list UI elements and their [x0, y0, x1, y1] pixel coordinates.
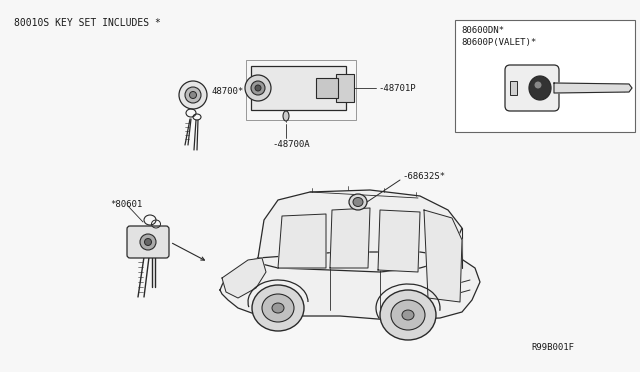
- Polygon shape: [424, 210, 462, 302]
- Ellipse shape: [245, 75, 271, 101]
- Text: *80601: *80601: [110, 200, 142, 209]
- FancyBboxPatch shape: [505, 65, 559, 111]
- Ellipse shape: [349, 194, 367, 210]
- Text: -48701P: -48701P: [378, 84, 415, 93]
- Text: 80600P(VALET)*: 80600P(VALET)*: [461, 38, 536, 47]
- Ellipse shape: [391, 300, 425, 330]
- Ellipse shape: [272, 303, 284, 313]
- Text: 48700*: 48700*: [211, 87, 243, 96]
- Polygon shape: [554, 83, 632, 93]
- Ellipse shape: [534, 81, 541, 89]
- Ellipse shape: [251, 81, 265, 95]
- Polygon shape: [378, 210, 420, 272]
- Ellipse shape: [179, 81, 207, 109]
- Ellipse shape: [380, 290, 436, 340]
- Bar: [336, 74, 354, 102]
- Ellipse shape: [402, 310, 414, 320]
- Ellipse shape: [262, 294, 294, 322]
- FancyBboxPatch shape: [127, 226, 169, 258]
- Ellipse shape: [145, 238, 152, 246]
- Bar: [316, 78, 338, 98]
- Bar: [510, 81, 517, 95]
- Ellipse shape: [189, 92, 196, 99]
- Polygon shape: [220, 252, 480, 320]
- Polygon shape: [330, 208, 370, 268]
- Polygon shape: [278, 214, 326, 268]
- Bar: [455, 20, 635, 132]
- Text: -48700A: -48700A: [272, 140, 310, 149]
- Bar: [246, 60, 356, 120]
- Ellipse shape: [283, 111, 289, 121]
- Ellipse shape: [252, 285, 304, 331]
- Ellipse shape: [529, 76, 551, 100]
- Bar: [251, 66, 346, 110]
- Ellipse shape: [255, 85, 261, 91]
- Polygon shape: [222, 258, 266, 298]
- Text: 80010S KEY SET INCLUDES *: 80010S KEY SET INCLUDES *: [14, 18, 161, 28]
- Ellipse shape: [353, 198, 363, 206]
- Polygon shape: [258, 190, 462, 272]
- Text: -68632S*: -68632S*: [402, 172, 445, 181]
- Ellipse shape: [185, 87, 201, 103]
- Text: R99B001F: R99B001F: [531, 343, 574, 352]
- Ellipse shape: [140, 234, 156, 250]
- Text: 80600DN*: 80600DN*: [461, 26, 504, 35]
